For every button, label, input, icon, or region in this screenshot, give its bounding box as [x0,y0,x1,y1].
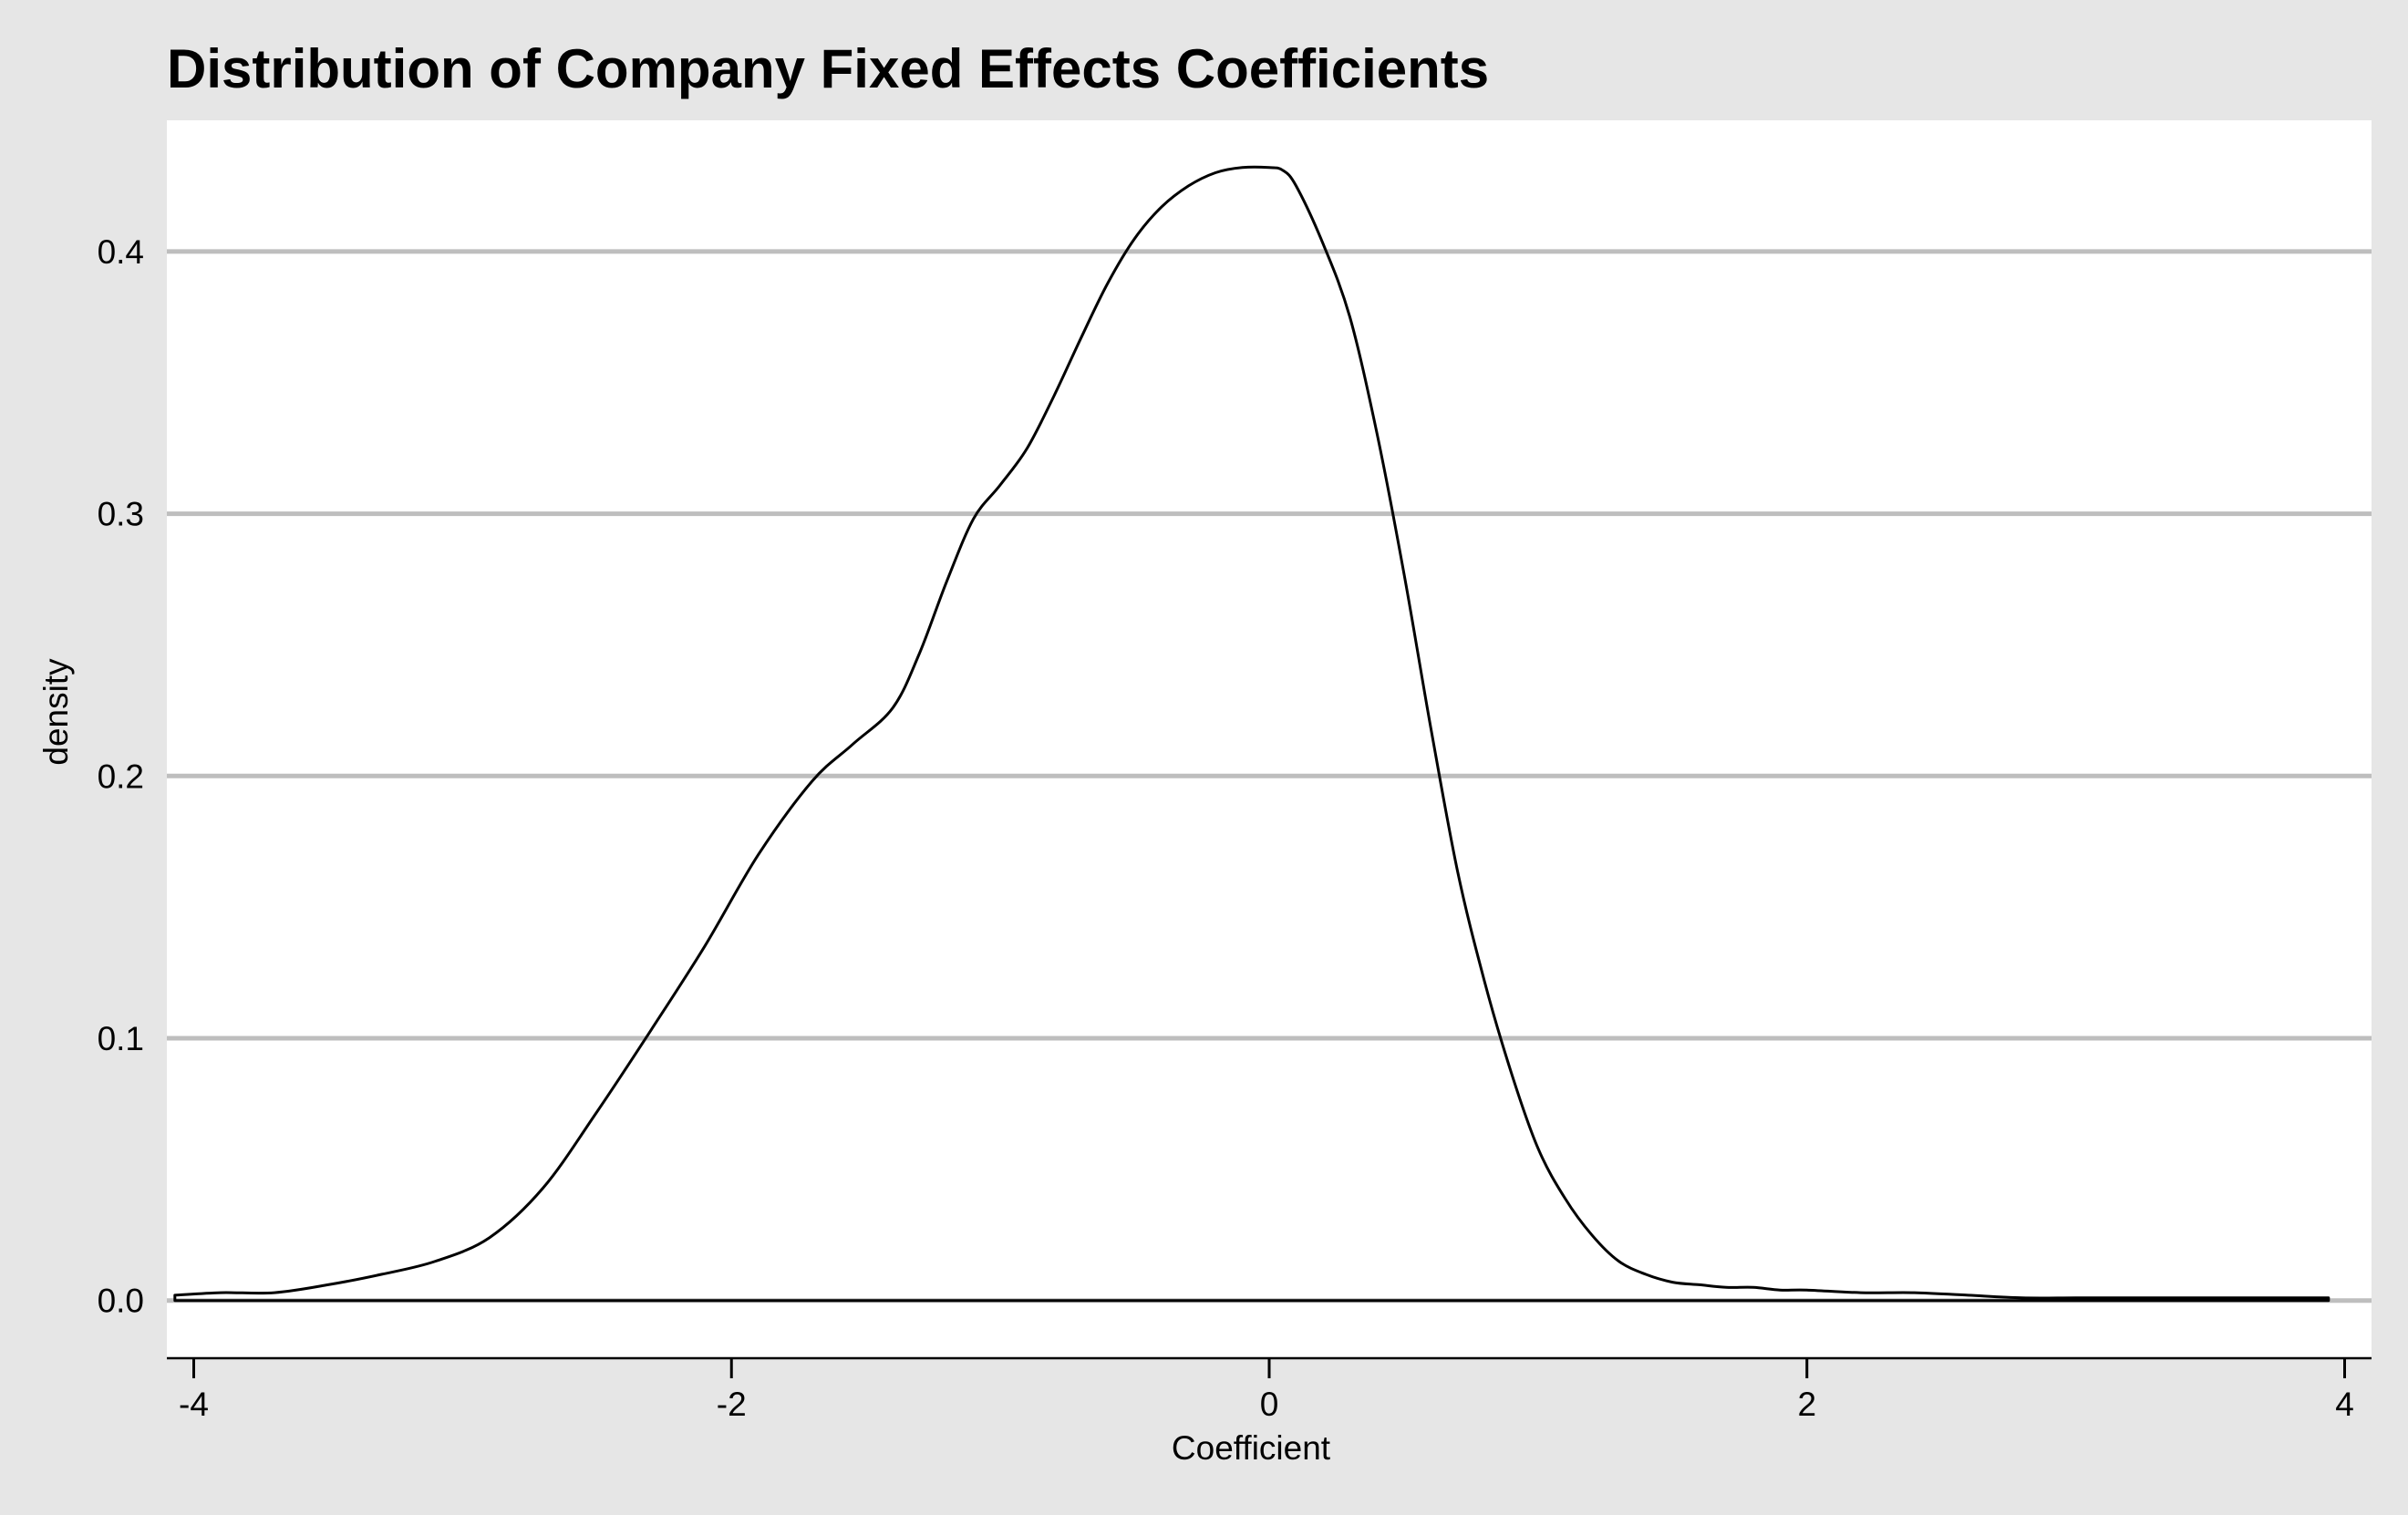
plot-panel [167,120,2372,1358]
y-tick-label: 0.3 [98,496,144,533]
y-axis-ticks: 0.0 0.1 0.2 0.3 0.4 [98,233,144,1320]
chart-title: Distribution of Company Fixed Effects Co… [167,38,1489,99]
x-tick-label: 0 [1260,1386,1279,1423]
y-axis-label: density [37,658,75,766]
x-tick-label: 2 [1797,1386,1816,1423]
y-tick-label: 0.1 [98,1020,144,1057]
x-tick-label: 4 [2335,1386,2354,1423]
y-tick-label: 0.2 [98,758,144,795]
y-tick-label: 0.4 [98,233,144,271]
x-tick-label: -2 [717,1386,747,1423]
density-curve [173,165,2330,1303]
x-tick-label: -4 [179,1386,209,1423]
x-axis-label: Coefficient [1172,1429,1331,1467]
density-curve-group [173,165,2330,1303]
y-tick-label: 0.0 [98,1283,144,1320]
x-axis-ticks: -4 -2 0 2 4 [179,1358,2354,1423]
